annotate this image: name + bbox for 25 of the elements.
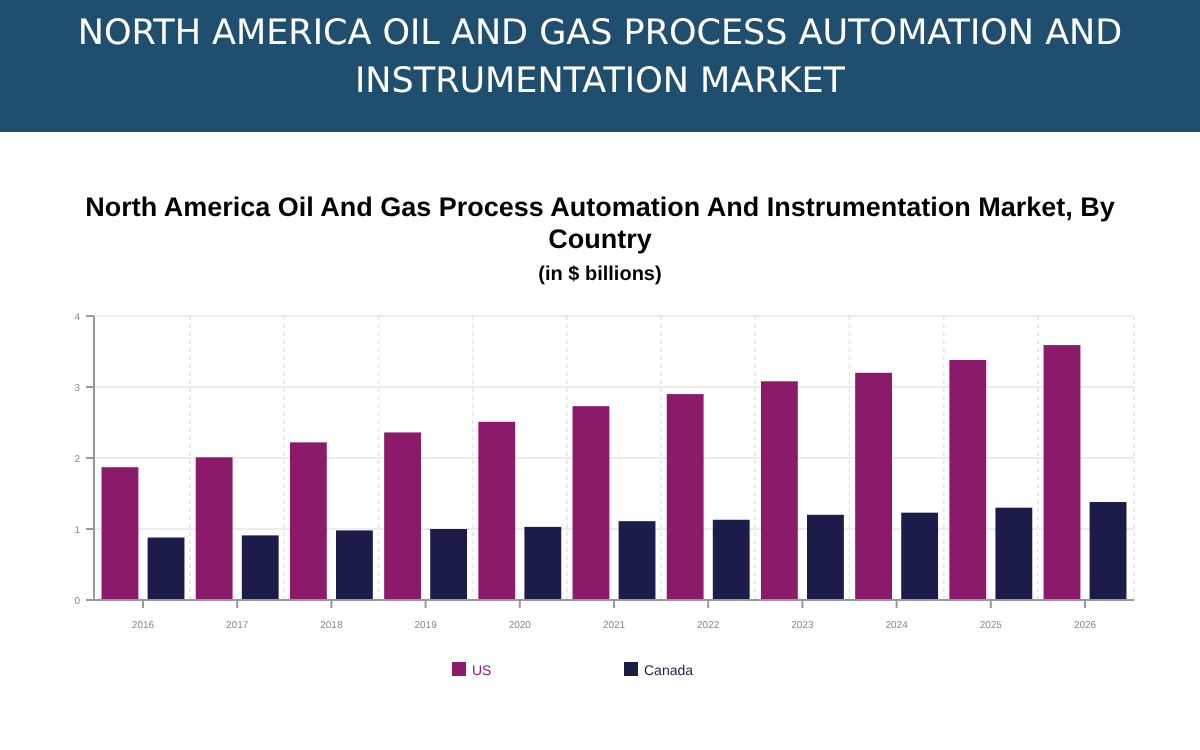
text: (in $ billions)	[538, 264, 662, 286]
bar	[430, 529, 468, 600]
bar	[336, 530, 373, 600]
bar	[995, 507, 1033, 600]
bar	[1043, 345, 1081, 600]
bar	[289, 442, 327, 600]
bar	[478, 421, 516, 600]
bar	[572, 406, 610, 600]
bar	[666, 394, 704, 600]
bar	[1089, 502, 1127, 600]
chart-subtitle: North America Oil And Gas Process Automation And Instrumentation Market, By Country	[85, 192, 1116, 254]
bar	[101, 467, 139, 600]
bar	[760, 381, 798, 600]
bar	[195, 457, 233, 600]
bar	[901, 512, 939, 600]
bar	[384, 432, 421, 600]
bar	[949, 360, 987, 600]
bar	[524, 526, 562, 600]
bar	[712, 519, 750, 600]
chart-title: NORTH AMERICA OIL AND GAS PROCESS AUTOMATION AND INSTRUMENTATION MARKET	[77, 14, 1123, 102]
bar	[618, 521, 656, 600]
bar	[855, 372, 892, 600]
bar	[807, 514, 844, 600]
bar	[241, 535, 279, 600]
bar	[147, 537, 185, 600]
